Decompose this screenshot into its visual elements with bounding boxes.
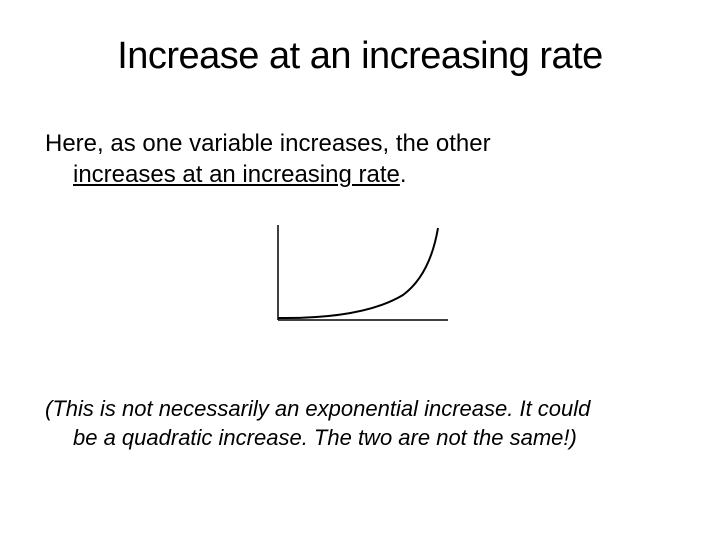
note-line2: be a quadratic increase. The two are not… — [45, 424, 675, 453]
description-prefix: Here, as one variable increases, the oth… — [45, 130, 491, 157]
slide-title: Increase at an increasing rate — [45, 35, 675, 78]
description-paragraph: Here, as one variable increases, the oth… — [45, 128, 675, 190]
note-line1: (This is not necessarily an exponential … — [45, 396, 590, 421]
description-suffix: . — [400, 161, 407, 188]
description-underlined: increases at an increasing rate — [73, 161, 400, 188]
note-paragraph: (This is not necessarily an exponential … — [45, 395, 675, 452]
chart-container — [45, 220, 675, 335]
increasing-rate-chart — [263, 220, 458, 335]
curve — [278, 228, 438, 318]
